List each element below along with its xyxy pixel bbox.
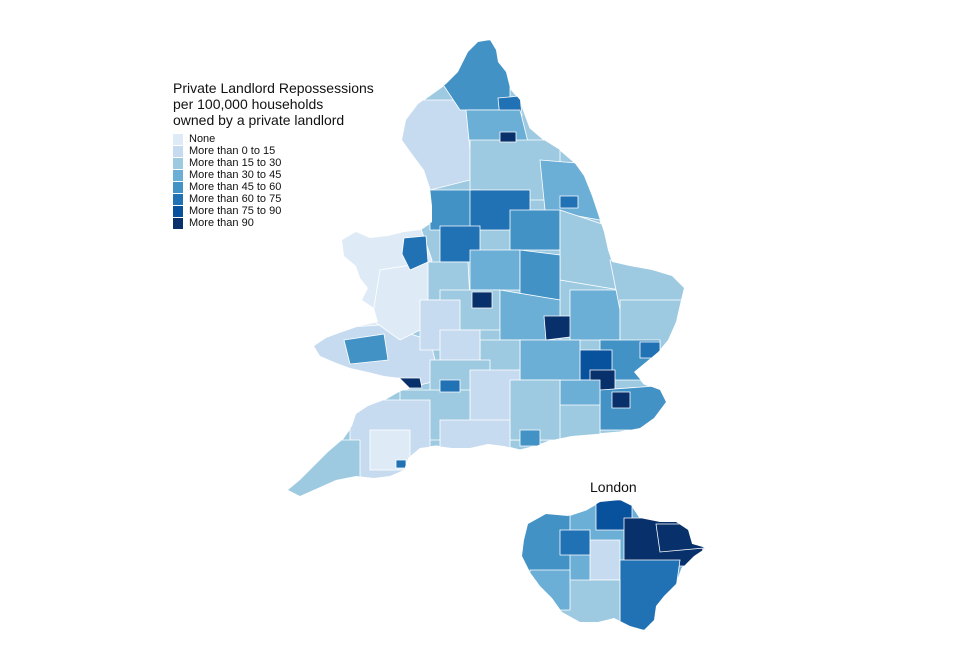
legend-item: More than 0 to 15 xyxy=(173,145,374,157)
london-inset-map xyxy=(521,499,708,631)
legend-label: None xyxy=(189,133,216,145)
region-cornwall xyxy=(288,439,361,496)
ldn-southwest xyxy=(529,569,571,611)
region-kent xyxy=(599,384,671,431)
legend: Private Landlord Repossessions per 100,0… xyxy=(173,80,374,229)
legend-swatch xyxy=(173,193,183,205)
legend-item: More than 15 to 30 xyxy=(173,157,374,169)
inset-title-london: London xyxy=(590,479,637,495)
ldn-havering xyxy=(655,523,705,553)
region-cumbria xyxy=(395,99,471,191)
legend-item: None xyxy=(173,133,374,145)
england-wales-map xyxy=(287,39,685,497)
legend-list: None More than 0 to 15 More than 15 to 3… xyxy=(173,133,374,229)
region-ipswich xyxy=(639,341,661,359)
region-hull xyxy=(559,195,579,209)
legend-swatch xyxy=(173,181,183,193)
region-kent-dark xyxy=(611,391,631,409)
legend-item: More than 45 to 60 xyxy=(173,181,374,193)
region-bath xyxy=(439,379,461,393)
ldn-central-light xyxy=(589,539,621,581)
region-surrey xyxy=(559,379,601,406)
legend-label: More than 0 to 15 xyxy=(189,145,276,157)
legend-swatch xyxy=(173,169,183,181)
region-cambs xyxy=(569,289,621,341)
legend-item: More than 60 to 75 xyxy=(173,193,374,205)
legend-item: More than 90 xyxy=(173,217,374,229)
region-middlesbrough xyxy=(499,131,517,143)
region-coast-south xyxy=(519,429,541,447)
region-wales-cardiff xyxy=(397,377,423,389)
legend-swatch xyxy=(173,133,183,145)
region-south-yorks xyxy=(509,209,561,251)
legend-swatch xyxy=(173,205,183,217)
legend-label: More than 15 to 30 xyxy=(189,157,282,169)
region-bucks xyxy=(519,339,581,381)
region-notts xyxy=(519,249,561,301)
region-brum xyxy=(471,291,493,309)
legend-item: More than 75 to 90 xyxy=(173,205,374,217)
legend-label: More than 90 xyxy=(189,217,254,229)
legend-swatch xyxy=(173,145,183,157)
ldn-mid-blue xyxy=(559,529,591,556)
legend-label: More than 60 to 75 xyxy=(189,193,282,205)
region-lincs xyxy=(559,209,621,291)
region-derby xyxy=(469,249,521,291)
legend-label: More than 75 to 90 xyxy=(189,205,282,217)
legend-label: More than 30 to 45 xyxy=(189,169,282,181)
legend-label: More than 45 to 60 xyxy=(189,181,282,193)
legend-item: More than 30 to 45 xyxy=(173,169,374,181)
region-wales-swansea xyxy=(343,333,389,365)
region-plymouth xyxy=(395,459,407,469)
region-wales-gwynedd xyxy=(401,235,429,271)
ldn-southeast xyxy=(619,559,681,630)
legend-title: Private Landlord Repossessions per 100,0… xyxy=(173,80,374,128)
legend-swatch xyxy=(173,217,183,229)
legend-swatch xyxy=(173,157,183,169)
